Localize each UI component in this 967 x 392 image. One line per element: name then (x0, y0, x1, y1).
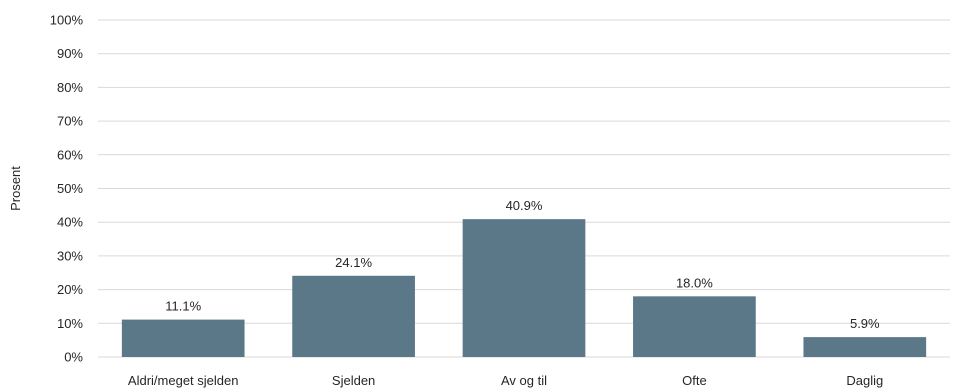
y-axis-label: Prosent (8, 166, 23, 211)
y-axis-ticks: 0% 10% 20% 30% 40% 50% 60% 70% 80% 90% 100% (50, 13, 84, 365)
y-tick-label-70: 70% (57, 114, 83, 129)
category-label-2: Av og til (501, 373, 547, 388)
y-tick-label-60: 60% (57, 147, 83, 162)
bar-1 (292, 275, 415, 357)
bar-0 (121, 319, 245, 357)
y-tick-label-20: 20% (57, 282, 83, 297)
data-label-0: 11.1% (165, 299, 201, 314)
y-tick-label-0: 0% (64, 350, 83, 365)
y-tick-label-50: 50% (57, 181, 83, 196)
category-label-4: Daglig (846, 373, 883, 388)
bar-2 (462, 219, 586, 357)
category-label-1: Sjelden (332, 373, 375, 388)
y-tick-label-40: 40% (57, 215, 83, 230)
category-label-3: Ofte (682, 373, 707, 388)
category-label-0: Aldri/meget sjelden (128, 373, 239, 388)
data-label-2: 40.9% (506, 198, 543, 213)
data-label-1: 24.1% (335, 255, 372, 270)
y-tick-label-10: 10% (57, 316, 83, 331)
data-label-4: 5.9% (850, 316, 880, 331)
data-label-3: 18.0% (676, 275, 713, 290)
y-tick-label-90: 90% (57, 46, 83, 61)
bars (121, 219, 927, 357)
x-axis-categories: Aldri/meget sjelden Sjelden Av og til Ofte D… (128, 373, 883, 388)
data-labels: 11.1% 24.1% 40.9% 18.0% 5.9% (165, 198, 880, 331)
y-tick-label-30: 30% (57, 248, 83, 263)
bar-3 (633, 296, 756, 357)
y-tick-label-100: 100% (50, 13, 84, 28)
y-tick-label-80: 80% (57, 80, 83, 95)
bar-4 (803, 337, 927, 357)
